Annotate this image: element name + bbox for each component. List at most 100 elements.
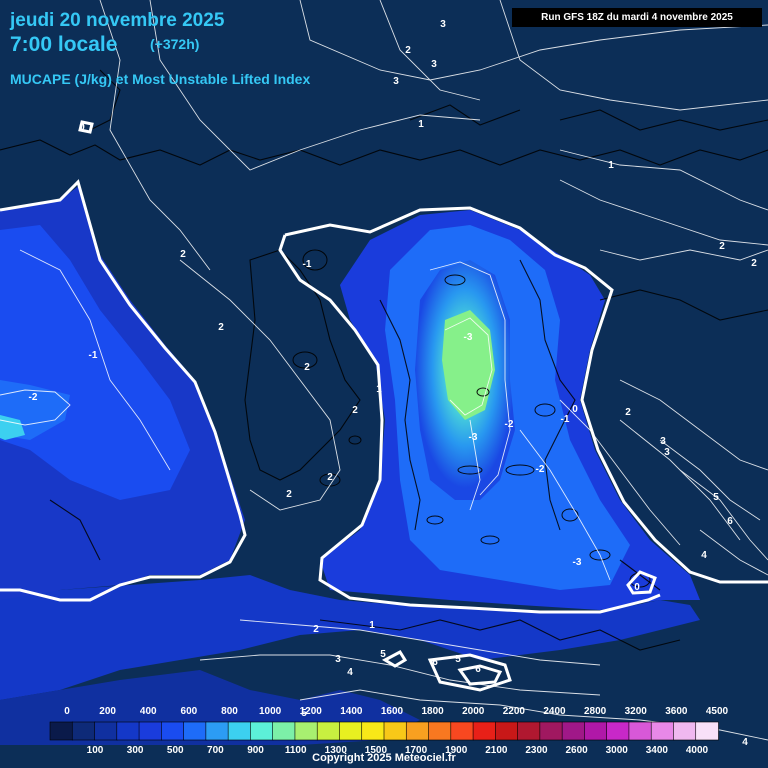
contour-label: 5 — [455, 654, 461, 665]
legend-top-label: 2200 — [503, 706, 526, 717]
forecast-lead-time: (+372h) — [150, 36, 200, 52]
legend-top-label: 4500 — [706, 706, 729, 717]
legend-bottom-label: 1500 — [365, 745, 388, 756]
contour-label: 2 — [625, 407, 631, 418]
legend-top-label: 2800 — [584, 706, 607, 717]
legend-swatch — [116, 721, 140, 741]
contour-label: 5 — [380, 649, 386, 660]
forecast-date: jeudi 20 novembre 2025 — [10, 10, 225, 31]
legend-swatch — [161, 721, 185, 741]
contour-label: 3 — [431, 59, 437, 70]
contour-label: 2 — [304, 362, 310, 373]
legend-top-label: 2000 — [462, 706, 485, 717]
contour-label: -3 — [464, 332, 473, 343]
contour-label: 2 — [352, 405, 358, 416]
legend-swatch — [316, 721, 341, 741]
cape-area-south — [0, 575, 700, 700]
legend-top-label: 3200 — [625, 706, 648, 717]
legend-bottom-label: 2100 — [485, 745, 508, 756]
legend-bottom-label: 4000 — [686, 745, 709, 756]
contour-label: 2 — [218, 322, 224, 333]
parameter-title: MUCAPE (J/kg) et Most Unstable Lifted In… — [10, 71, 311, 87]
legend-swatch — [628, 721, 653, 741]
contour-label: 1 — [369, 620, 375, 631]
contour-label: 4 — [347, 667, 353, 678]
contour-label: 2 — [313, 624, 319, 635]
contour-label: 4 — [742, 737, 748, 748]
legend-swatch — [294, 721, 318, 741]
contour-label: -3 — [573, 557, 582, 568]
contour-label: 6 — [432, 657, 438, 668]
legend-bottom-label: 2600 — [565, 745, 588, 756]
legend-top-label: 1800 — [422, 706, 445, 717]
legend-bottom-label: 1700 — [405, 745, 428, 756]
legend-swatch — [383, 721, 408, 741]
copyright-notice: Copyright 2025 Meteociel.fr — [312, 752, 456, 764]
legend-swatch — [539, 721, 563, 741]
contour-label: -1 — [89, 350, 98, 361]
lifted-index-contours — [0, 0, 768, 741]
legend-swatch — [561, 721, 586, 741]
legend-swatch — [428, 721, 452, 741]
contour-label: -1 — [303, 259, 312, 270]
legend-top-label: 0 — [64, 706, 70, 717]
contour-label: -2 — [29, 392, 38, 403]
cape-area-east-peak — [442, 310, 495, 420]
contour-label: -1 — [561, 414, 570, 425]
contour-label: -2 — [505, 419, 514, 430]
contour-label: 0 — [634, 582, 640, 593]
contour-label: -2 — [536, 464, 545, 475]
legend-swatch — [450, 721, 474, 741]
legend-swatch — [495, 721, 519, 741]
legend-bottom-label: 1100 — [285, 745, 307, 756]
legend-swatch — [250, 721, 274, 741]
legend-top-label: 800 — [221, 706, 238, 717]
legend-swatch — [472, 721, 497, 741]
contour-label: 1 — [418, 119, 424, 130]
contour-label: 2 — [405, 45, 411, 56]
contour-label: 2 — [286, 489, 292, 500]
legend-swatch — [673, 721, 697, 741]
contour-label: 3 — [393, 76, 399, 87]
contour-label: 4 — [701, 550, 707, 561]
legend-swatch — [606, 721, 630, 741]
contour-label: 1 — [608, 160, 614, 171]
contour-label: 3 — [664, 447, 670, 458]
coastlines — [0, 69, 768, 651]
contour-label: -3 — [469, 432, 478, 443]
legend-top-label: 1600 — [381, 706, 404, 717]
legend-bottom-label: 500 — [167, 745, 184, 756]
contour-label: 0 — [572, 404, 578, 415]
contour-label: 6 — [475, 664, 481, 675]
run-label: Run GFS 18Z du mardi 4 novembre 2025 — [512, 8, 762, 27]
legend-bottom-label: 3000 — [606, 745, 629, 756]
contour-label: 2 — [751, 258, 757, 269]
legend-bottom-label: 2300 — [525, 745, 548, 756]
contour-label: 5 — [713, 492, 719, 503]
legend-top-label: 600 — [181, 706, 198, 717]
contour-label: 3 — [660, 436, 666, 447]
legend-swatch — [650, 721, 675, 741]
legend-swatch — [339, 721, 363, 741]
legend-bottom-label: 100 — [87, 745, 104, 756]
legend-top-label: 1200 — [300, 706, 323, 717]
legend-top-label: 1400 — [340, 706, 363, 717]
legend-top-label: 400 — [140, 706, 157, 717]
legend-bottom-label: 900 — [247, 745, 264, 756]
legend-swatch — [695, 721, 719, 741]
contour-label: 3 — [335, 654, 341, 665]
legend-swatch — [205, 721, 229, 741]
contour-label: 0 — [79, 122, 85, 133]
legend-swatch — [49, 721, 74, 741]
contour-label: 3 — [440, 19, 446, 30]
legend-top-label: 1000 — [259, 706, 282, 717]
legend-swatch — [517, 721, 541, 741]
legend-swatch — [183, 721, 207, 741]
forecast-time: 7:00 locale — [10, 33, 118, 56]
legend-bottom-label: 700 — [207, 745, 224, 756]
zero-li-contour — [0, 120, 768, 692]
contour-label: 6 — [727, 516, 733, 527]
legend-swatch — [361, 721, 385, 741]
